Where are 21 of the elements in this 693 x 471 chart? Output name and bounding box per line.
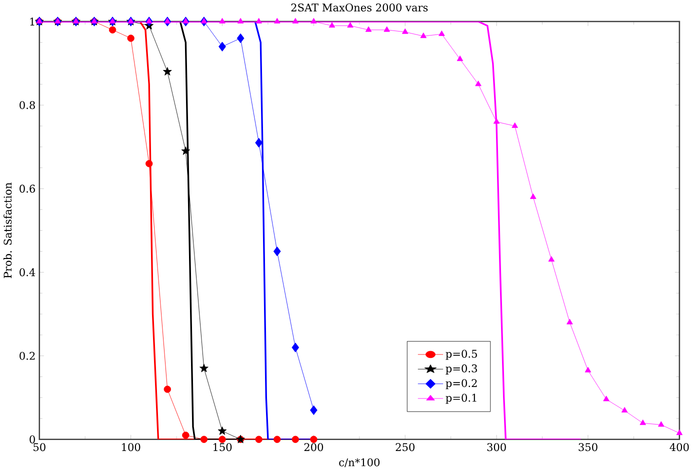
y-axis-title: Prob. Satisfaction — [4, 182, 12, 278]
legend-label: p=0.3 — [446, 364, 477, 375]
y-tick-label: 0.4 — [20, 268, 36, 276]
x-tick-label: 50 — [34, 443, 46, 452]
x-tick-label: 400 — [670, 443, 689, 452]
y-tick-label: 0.2 — [20, 352, 35, 360]
x-axis-title: c/n*100 — [339, 458, 380, 468]
y-tick-label: 0 — [30, 436, 35, 444]
x-tick-label: 250 — [396, 443, 414, 452]
legend-label: p=0.5 — [446, 350, 477, 360]
chart-title: 2SAT MaxOnes 2000 vars — [291, 4, 428, 12]
x-tick-label: 100 — [122, 443, 140, 452]
legend-label: p=0.2 — [446, 379, 477, 390]
y-tick-label: 0.6 — [20, 184, 36, 193]
x-tick-label: 150 — [213, 443, 232, 452]
legend-label: p=0.1 — [446, 394, 476, 404]
x-tick-label: 350 — [578, 443, 598, 452]
y-tick-label: 0.8 — [20, 101, 35, 110]
x-tick-label: 300 — [487, 443, 506, 452]
x-tick-label: 200 — [304, 443, 324, 452]
y-tick-label: 1 — [30, 18, 34, 26]
